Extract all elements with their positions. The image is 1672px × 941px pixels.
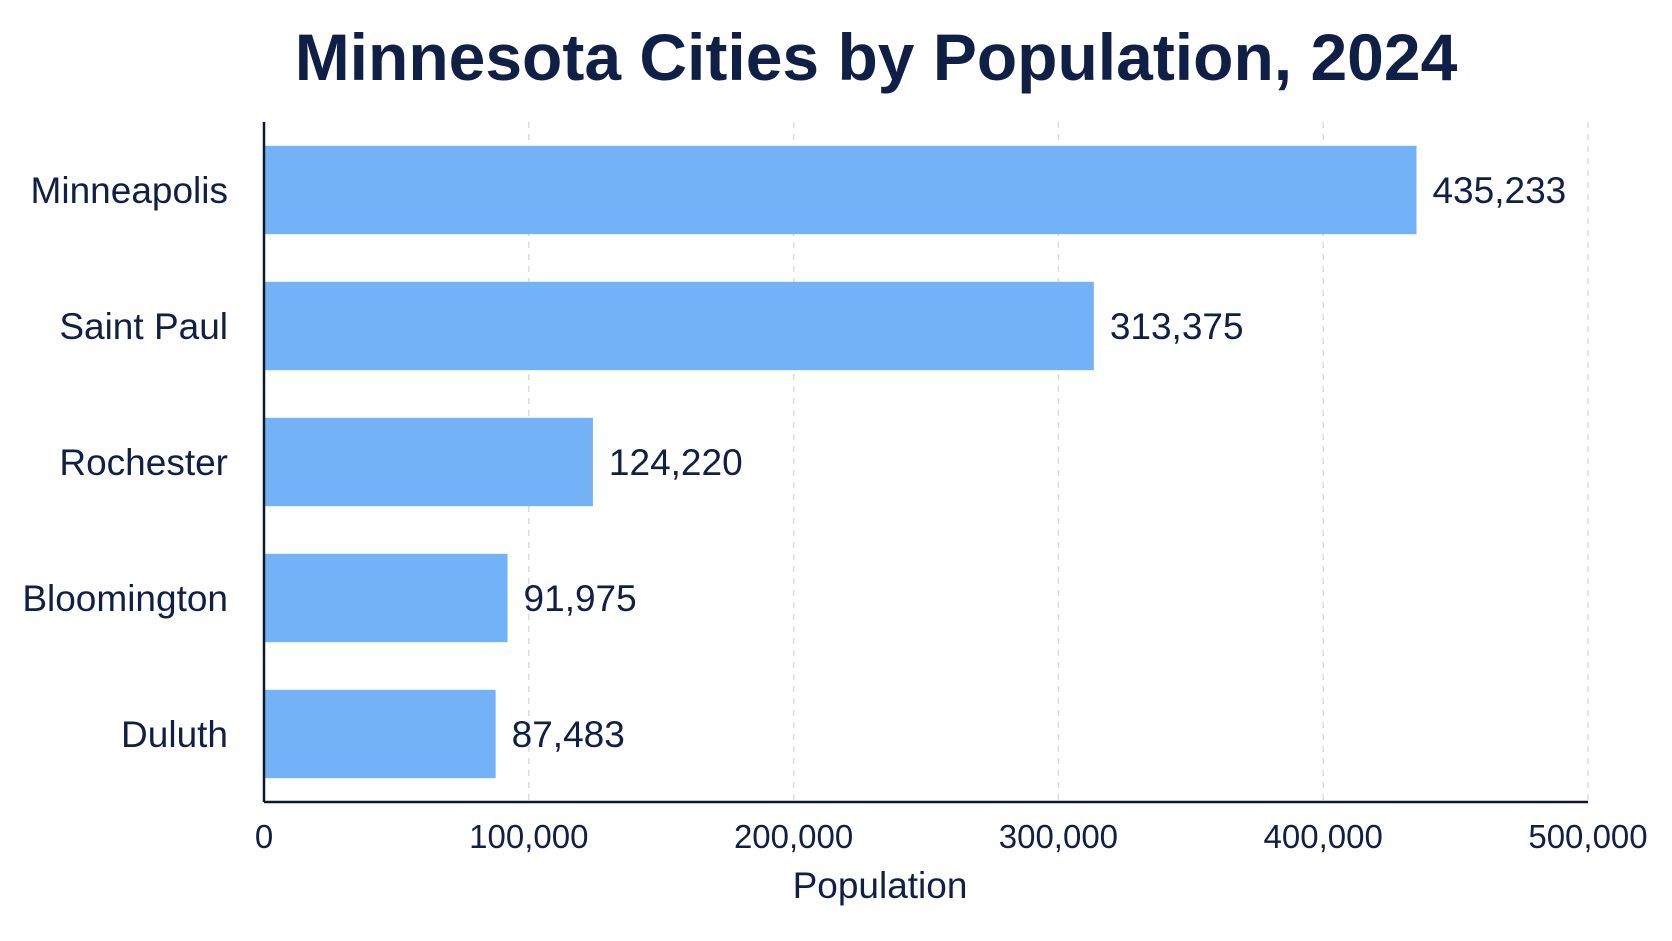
- bar: [264, 281, 1094, 371]
- x-tick-label: 200,000: [734, 818, 853, 855]
- value-labels: 435,233 313,375 124,220 91,975 87,483: [512, 170, 1567, 755]
- category-label: Minneapolis: [31, 170, 228, 211]
- x-tick-label: 500,000: [1528, 818, 1647, 855]
- x-tick-label: 300,000: [999, 818, 1118, 855]
- x-tick-labels: 0 100,000 200,000 300,000 400,000 500,000: [255, 818, 1648, 855]
- bar: [264, 553, 508, 643]
- bar-value-label: 313,375: [1110, 306, 1244, 347]
- x-tick-label: 100,000: [469, 818, 588, 855]
- category-label: Duluth: [121, 714, 228, 755]
- category-label: Saint Paul: [59, 306, 228, 347]
- axes: [262, 122, 1588, 804]
- chart-title: Minnesota Cities by Population, 2024: [295, 20, 1458, 94]
- category-label: Bloomington: [22, 578, 228, 619]
- category-label: Rochester: [59, 442, 228, 483]
- bar: [264, 689, 496, 779]
- gridlines: [528, 122, 1589, 802]
- x-axis-title: Population: [793, 865, 968, 906]
- x-tick-label: 0: [255, 818, 273, 855]
- bar-value-label: 435,233: [1432, 170, 1566, 211]
- bars: [264, 145, 1417, 779]
- bar-value-label: 91,975: [524, 578, 637, 619]
- x-tick-label: 400,000: [1264, 818, 1383, 855]
- bar-value-label: 87,483: [512, 714, 625, 755]
- bar: [264, 145, 1417, 235]
- category-labels: Minneapolis Saint Paul Rochester Bloomingto…: [22, 170, 228, 755]
- bar-value-label: 124,220: [609, 442, 743, 483]
- bar: [264, 417, 593, 507]
